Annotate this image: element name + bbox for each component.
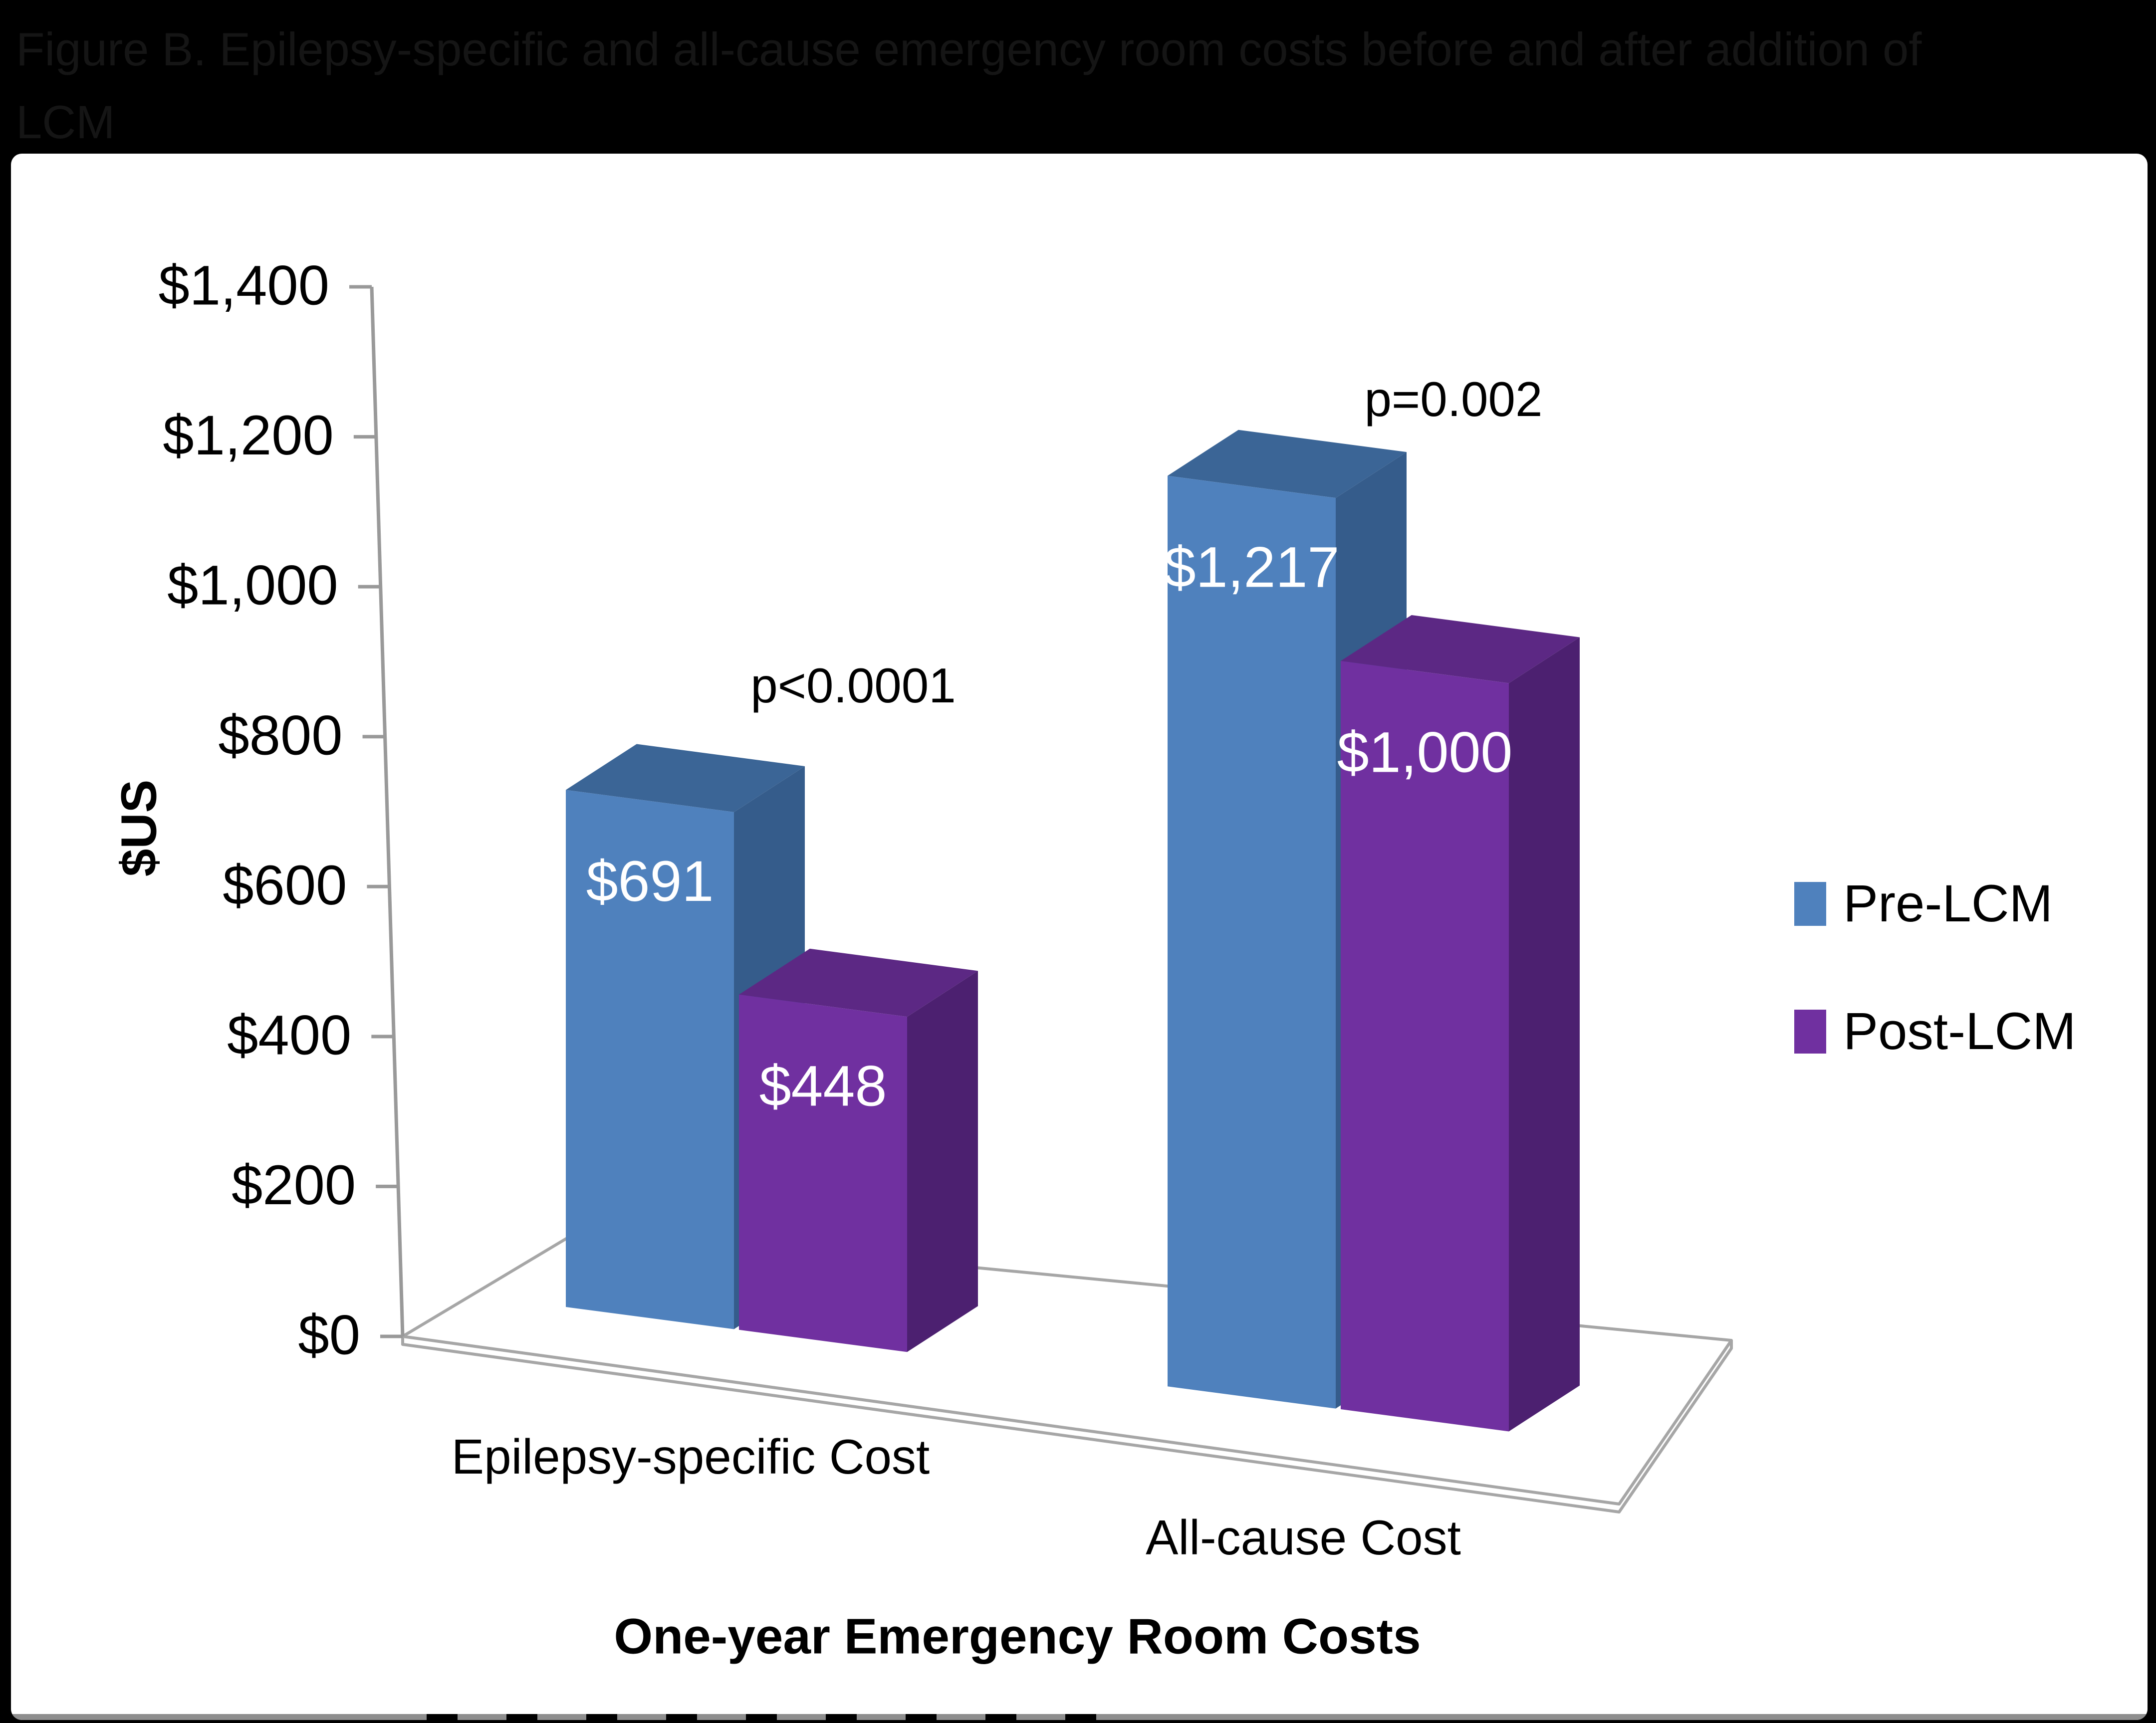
p-value-annotation: p=0.002 — [1365, 372, 1543, 427]
bar-data-label: $1,217 — [1164, 535, 1340, 599]
chart-floor-thickness — [401, 1336, 1733, 1513]
y-axis-tick-label: $600 — [223, 854, 347, 916]
chart-legend: Pre-LCM Post-LCM — [1794, 874, 2076, 1129]
legend-label-pre-lcm: Pre-LCM — [1843, 874, 2053, 933]
y-axis-tick-label: $400 — [227, 1004, 351, 1066]
bar-data-label: $691 — [586, 850, 714, 913]
legend-swatch-pre-lcm — [1794, 882, 1826, 926]
legend-label-post-lcm: Post-LCM — [1843, 1002, 2076, 1061]
bar-side-face — [907, 971, 978, 1352]
y-axis-tick-label: $0 — [298, 1304, 360, 1366]
slide-title: Figure B. Epilepsy-specific and all-caus… — [16, 13, 1921, 159]
bar-top-face — [1168, 430, 1407, 498]
bar-front-face — [566, 790, 734, 1329]
bar-top-face — [1341, 615, 1580, 683]
y-axis-line — [370, 286, 405, 1337]
y-axis-tick-label: $1,200 — [163, 404, 334, 466]
bar-side-face — [1509, 637, 1580, 1432]
bar-front-face — [1341, 660, 1509, 1432]
x-axis-title: One-year Emergency Room Costs — [614, 1608, 1421, 1664]
bar-post-lcm-all-cause-cost — [1341, 615, 1580, 1432]
legend-item-pre-lcm: Pre-LCM — [1794, 874, 2076, 934]
slide-title-line-2: LCM — [16, 96, 115, 148]
y-axis-title: $US — [111, 780, 167, 877]
y-axis-tick-label: $1,400 — [158, 254, 329, 317]
bar-top-face — [739, 948, 978, 1017]
bar-post-lcm-epilepsy-specific-cost — [739, 948, 978, 1352]
bar-data-label: $448 — [759, 1054, 887, 1118]
bar-data-label: $1,000 — [1337, 721, 1513, 785]
bar-chart-3d: $0 $200 $400 $600 $800 $1,000 $1,200 $1,400 $691… — [111, 254, 1733, 1664]
legend-swatch-post-lcm — [1794, 1010, 1826, 1054]
category-label: Epilepsy-specific Cost — [452, 1429, 930, 1484]
bar-top-face — [566, 744, 805, 812]
slide-title-line-1: Figure B. Epilepsy-specific and all-caus… — [16, 23, 1922, 75]
y-axis-tick-label: $200 — [232, 1154, 356, 1216]
y-axis-tick-label: $800 — [218, 704, 342, 766]
bar-front-face — [1168, 475, 1336, 1409]
y-axis-tick-label: $1,000 — [167, 554, 338, 617]
legend-item-post-lcm: Post-LCM — [1794, 1002, 2076, 1062]
p-value-annotation: p<0.0001 — [750, 658, 956, 713]
chart-bottom-dashed-segment — [427, 1714, 1098, 1720]
category-label: All-cause Cost — [1146, 1510, 1461, 1565]
chart-area: $0 $200 $400 $600 $800 $1,000 $1,200 $1,400 $691… — [11, 154, 2148, 1720]
bar-front-face — [739, 994, 907, 1352]
